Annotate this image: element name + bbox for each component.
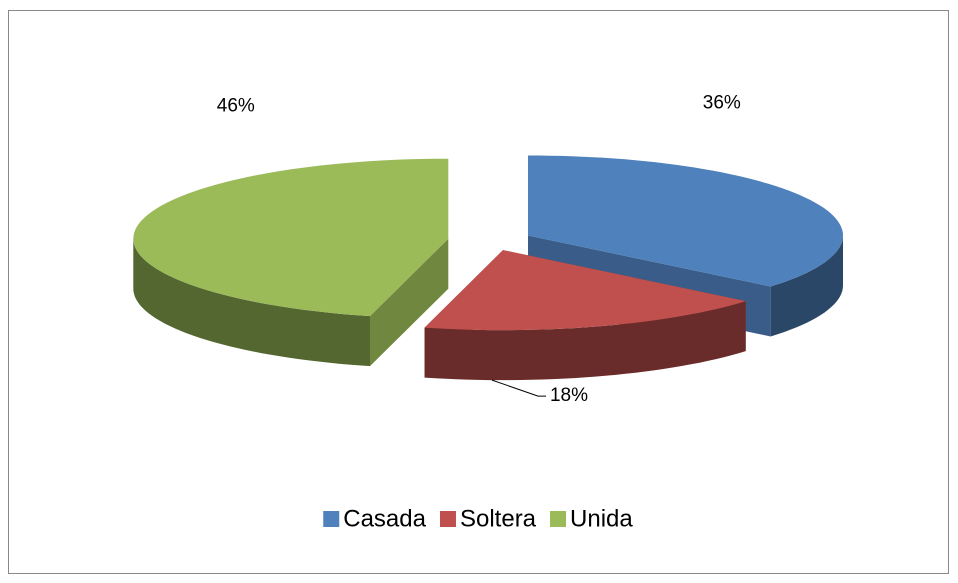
data-label: 36% — [703, 92, 741, 113]
legend-label: Casada — [343, 505, 426, 532]
data-label: 46% — [217, 96, 255, 117]
legend-swatch — [439, 511, 456, 527]
slice — [133, 158, 449, 317]
data-label: 18% — [550, 385, 588, 406]
slice-wall — [133, 238, 370, 367]
legend-label: Unida — [570, 505, 633, 532]
legend-label: Soltera — [460, 505, 537, 532]
slice-wall — [424, 301, 746, 381]
legend-swatch — [323, 511, 340, 527]
slice-wall — [770, 235, 843, 337]
slice-side — [370, 238, 449, 367]
leader-line — [491, 379, 546, 397]
legend-item: Casada — [323, 505, 427, 532]
slice — [424, 250, 746, 331]
legend-swatch — [550, 511, 567, 527]
legend-item: Unida — [550, 505, 633, 532]
slice — [528, 155, 843, 287]
legend-item: Soltera — [439, 505, 537, 532]
